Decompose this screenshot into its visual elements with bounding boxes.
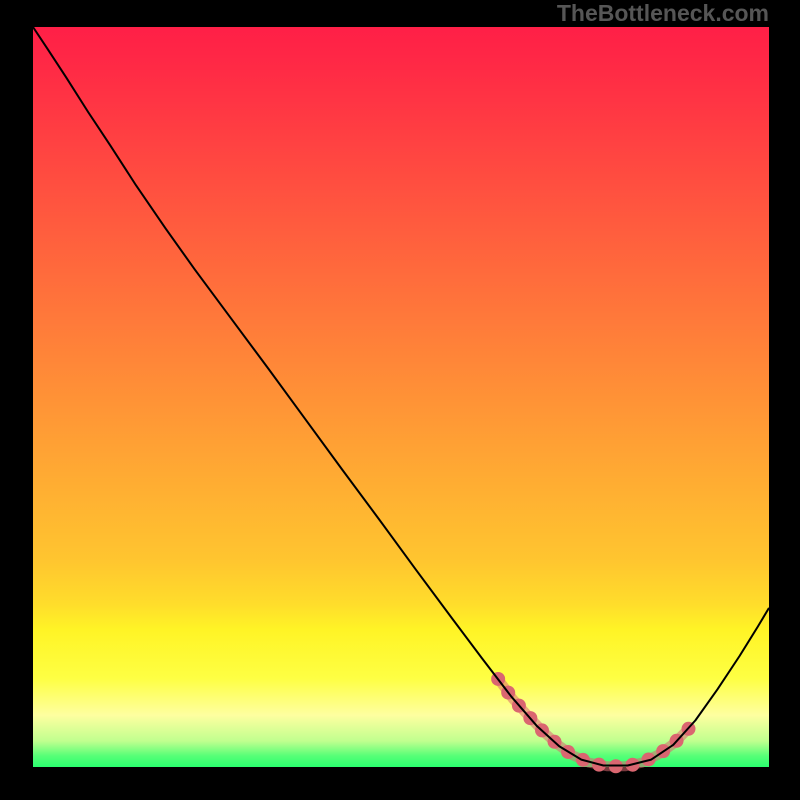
- highlight-dots: [491, 672, 695, 773]
- watermark-text: TheBottleneck.com: [557, 0, 769, 27]
- main-curve: [33, 27, 769, 766]
- plot-area: [33, 27, 769, 767]
- curve-layer: [33, 27, 769, 767]
- chart-root: TheBottleneck.com: [0, 0, 800, 800]
